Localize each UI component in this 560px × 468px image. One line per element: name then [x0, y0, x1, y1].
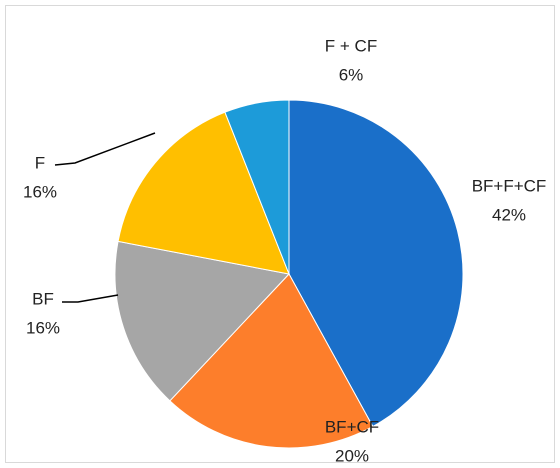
- category-label: BF+CF: [325, 417, 379, 436]
- value-label: 42%: [492, 205, 526, 224]
- pie-slice: [114, 240, 290, 402]
- value-label: 16%: [26, 318, 60, 337]
- category-label: BF: [32, 289, 54, 308]
- category-label: F + CF: [325, 36, 377, 55]
- value-label: 16%: [23, 182, 57, 201]
- leader-line: [62, 294, 119, 303]
- pie-slice: [288, 99, 464, 428]
- category-label: BF+F+CF: [472, 176, 547, 195]
- value-label: 20%: [335, 446, 369, 465]
- pie-slice: [224, 99, 290, 275]
- leader-line: [54, 132, 156, 166]
- pie-slice: [169, 273, 374, 449]
- category-label: F: [35, 153, 45, 172]
- value-label: 6%: [339, 65, 364, 84]
- pie-slice: [117, 111, 290, 275]
